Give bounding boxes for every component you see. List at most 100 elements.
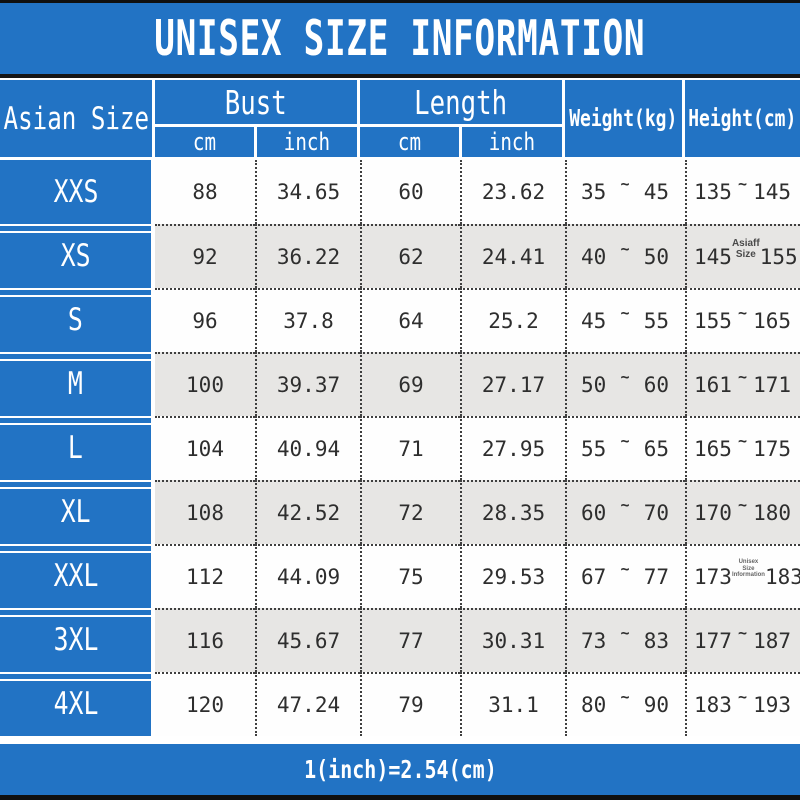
length-subheaders: cm inch	[360, 127, 562, 157]
bust-inch-cell: 34.65	[255, 160, 360, 224]
bust-inch-value: 34.65	[276, 180, 341, 204]
table-footer-gap	[0, 736, 800, 744]
height-range-cell: 173 Unisex Size Information 183	[685, 544, 800, 608]
length-label: Length	[414, 82, 508, 122]
height-label: Height(cm)	[688, 105, 797, 132]
bust-inch-value: 42.52	[276, 501, 341, 525]
height-max-value: 183	[764, 565, 800, 589]
bust-inch-value: 37.8	[283, 309, 334, 333]
size-label-cell: XS	[0, 224, 155, 288]
bust-inch-value: 47.24	[276, 693, 341, 717]
column-header-length-cm: cm	[360, 127, 459, 157]
height-min-value: 161	[694, 373, 732, 397]
title-separator	[0, 74, 800, 78]
bust-cm-value: 100	[186, 373, 224, 397]
weight-range-cell: 35 ~ 45	[565, 160, 685, 224]
table-row: 3XL 116 45.67 77 30.31 73 ~ 83 177 ~ 187	[0, 608, 800, 672]
bust-inch-value: 44.09	[276, 565, 341, 589]
length-inch-cell: 31.1	[460, 672, 565, 736]
height-min-value: 177	[694, 629, 732, 653]
tilde-separator: ~	[737, 304, 748, 322]
tilde-separator: ~	[620, 368, 630, 386]
size-label: M	[68, 366, 83, 402]
length-cm-value: 60	[398, 180, 424, 204]
height-min-value: 155	[694, 309, 732, 333]
height-max-value: 155	[759, 245, 798, 269]
weight-min-value: 60	[581, 501, 607, 525]
table-row: XS 92 36.22 62 24.41 40 ~ 50 145 Asiaff …	[0, 224, 800, 288]
height-max-value: 175	[753, 437, 791, 461]
bust-cm-value: 120	[186, 693, 224, 717]
column-header-asian-size: Asian Size	[0, 80, 152, 157]
size-label-cell: XL	[0, 480, 155, 544]
table-header: Asian Size Bust cm inch Length cm	[0, 78, 800, 160]
bust-inch-value: 45.67	[276, 629, 341, 653]
size-label: L	[68, 430, 83, 466]
weight-min-value: 73	[581, 629, 607, 653]
weight-min-value: 45	[581, 309, 607, 333]
size-label: XS	[60, 238, 91, 274]
length-inch-value: 27.17	[481, 373, 546, 397]
bust-cm-cell: 92	[155, 224, 255, 288]
tilde-separator: ~	[737, 624, 748, 642]
length-inch-cell: 24.41	[460, 224, 565, 288]
length-cm-cell: 60	[360, 160, 460, 224]
bust-inch-cell: 39.37	[255, 352, 360, 416]
table-row: M 100 39.37 69 27.17 50 ~ 60 161 ~ 171	[0, 352, 800, 416]
length-cm-cell: 71	[360, 416, 460, 480]
table-row: XL 108 42.52 72 28.35 60 ~ 70 170 ~ 180	[0, 480, 800, 544]
weight-min-value: 50	[581, 373, 607, 397]
length-cm-cell: 75	[360, 544, 460, 608]
tilde-separator: ~	[620, 432, 630, 450]
tilde-separator: ~	[620, 688, 630, 706]
size-label: XXS	[53, 174, 98, 210]
bust-cm-value: 116	[186, 629, 224, 653]
height-min-value: 173	[694, 565, 732, 589]
tilde-separator: ~	[737, 432, 748, 450]
weight-max-value: 83	[643, 629, 669, 653]
size-label: 3XL	[53, 622, 98, 658]
bust-inch-value: 39.37	[276, 373, 341, 397]
size-label: S	[68, 302, 83, 338]
length-cm-cell: 79	[360, 672, 460, 736]
title-band: UNISEX SIZE INFORMATION	[0, 3, 800, 74]
bust-cm-value: 112	[186, 565, 224, 589]
length-cm-label: cm	[397, 128, 422, 156]
height-range-cell: 145 Asiaff Size 155	[685, 224, 800, 288]
length-inch-cell: 28.35	[460, 480, 565, 544]
bust-cm-cell: 100	[155, 352, 255, 416]
height-max-value: 171	[753, 373, 791, 397]
length-cm-cell: 77	[360, 608, 460, 672]
column-header-height: Height(cm)	[685, 80, 800, 157]
size-label-cell: M	[0, 352, 155, 416]
size-label: 4XL	[53, 686, 98, 722]
column-header-length: Length	[360, 80, 562, 124]
tilde-separator: ~	[737, 175, 748, 193]
length-inch-value: 29.53	[481, 565, 546, 589]
weight-range-cell: 80 ~ 90	[565, 672, 685, 736]
tilde-separator: ~	[620, 240, 630, 258]
bust-cm-label: cm	[192, 128, 217, 156]
weight-range-cell: 45 ~ 55	[565, 288, 685, 352]
length-inch-cell: 29.53	[460, 544, 565, 608]
bust-cm-value: 92	[192, 245, 218, 269]
height-max-value: 180	[753, 501, 791, 525]
bust-inch-value: 36.22	[276, 245, 341, 269]
tilde-separator: ~	[620, 496, 630, 514]
length-inch-cell: 25.2	[460, 288, 565, 352]
length-inch-value: 28.35	[481, 501, 546, 525]
footer-note-band: 1(inch)=2.54(cm)	[0, 744, 800, 795]
bust-inch-cell: 47.24	[255, 672, 360, 736]
bust-cm-cell: 116	[155, 608, 255, 672]
size-label-cell: XXL	[0, 544, 155, 608]
length-cm-value: 62	[398, 245, 424, 269]
weight-max-value: 45	[643, 180, 669, 204]
length-inch-cell: 23.62	[460, 160, 565, 224]
height-max-value: 187	[753, 629, 791, 653]
bust-cm-cell: 104	[155, 416, 255, 480]
length-cm-value: 79	[398, 693, 424, 717]
length-inch-cell: 30.31	[460, 608, 565, 672]
bust-inch-cell: 36.22	[255, 224, 360, 288]
weight-min-value: 55	[581, 437, 607, 461]
weight-max-value: 70	[643, 501, 669, 525]
